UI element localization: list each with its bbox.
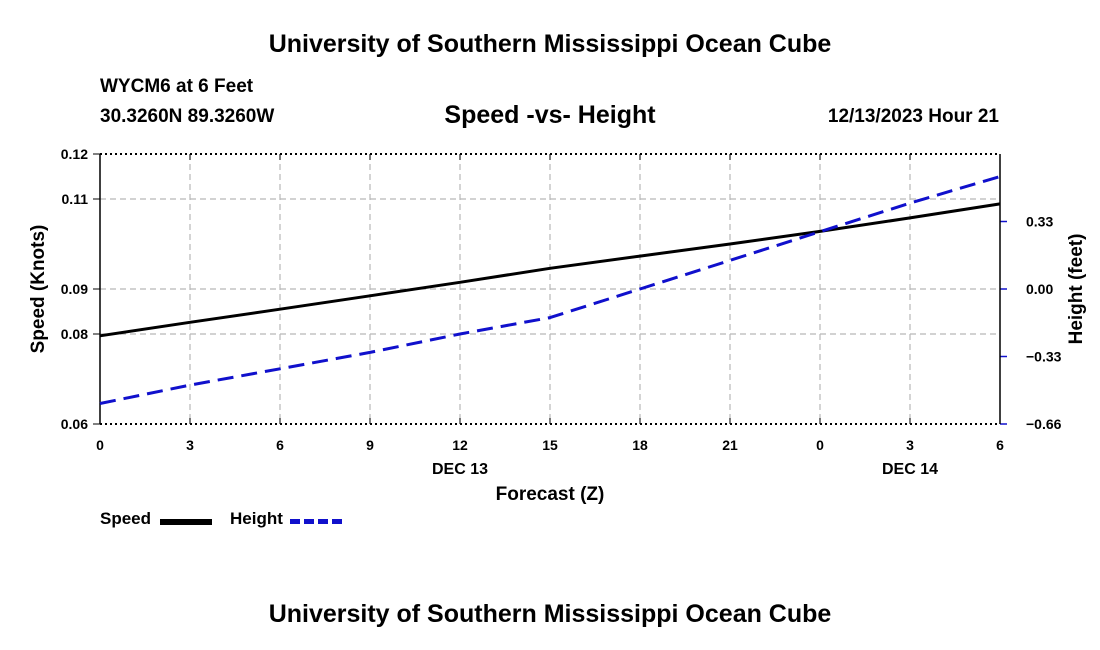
x-tick-label: 3 [906, 437, 914, 453]
x-tick-label: 3 [186, 437, 194, 453]
y-tick-label-left: 0.08 [61, 326, 88, 342]
y-tick-label-right: −0.66 [1026, 416, 1062, 432]
series-line-speed [99, 202, 1001, 338]
legend-height-label: Height [230, 509, 283, 528]
chart-title: Speed -vs- Height [444, 101, 656, 129]
legend-speed-label: Speed [100, 509, 152, 528]
y-axis-title-left: Speed (Knots) [28, 225, 49, 354]
y-tick-label-right: −0.33 [1026, 349, 1062, 365]
x-tick-label: 15 [542, 437, 558, 453]
y-tick-label-left: 0.12 [61, 146, 88, 162]
date-label: DEC 14 [882, 461, 938, 478]
x-tick-label: 6 [996, 437, 1004, 453]
y-tick-label-right: 0.33 [1026, 214, 1053, 230]
y-axis-title-right: Height (feet) [1066, 234, 1087, 345]
legend-speed-swatch [160, 519, 212, 525]
station-name: WYCM6 at 6 Feet [100, 76, 254, 97]
x-tick-label: 9 [366, 437, 374, 453]
forecast-datetime: 12/13/2023 Hour 21 [827, 106, 999, 127]
station-coordinates: 30.3260N 89.3260W [100, 106, 275, 127]
x-tick-label: 6 [276, 437, 284, 453]
y-tick-label-left: 0.09 [61, 281, 88, 297]
legend-height-swatch [290, 519, 342, 524]
x-tick-label: 21 [722, 437, 738, 453]
x-tick-label: 0 [816, 437, 824, 453]
y-tick-label-left: 0.11 [62, 191, 89, 207]
x-axis-title: Forecast (Z) [496, 484, 605, 505]
x-tick-label: 18 [632, 437, 648, 453]
date-label: DEC 13 [432, 461, 488, 478]
y-tick-label-left: 0.06 [61, 416, 88, 432]
page-title: University of Southern Mississippi Ocean… [268, 30, 832, 58]
x-tick-label: 0 [96, 437, 104, 453]
footer-title: University of Southern Mississippi Ocean… [268, 600, 832, 628]
x-tick-label: 12 [452, 437, 468, 453]
y-tick-label-right: 0.00 [1026, 281, 1053, 297]
series-line-height [99, 175, 1001, 405]
